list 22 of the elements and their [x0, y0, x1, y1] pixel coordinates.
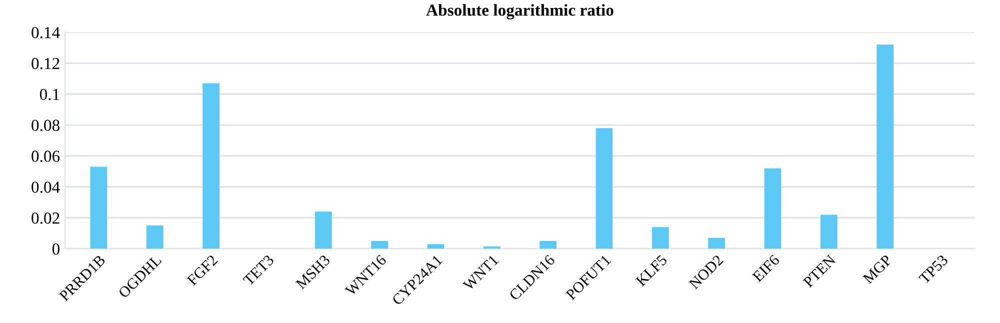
bar — [202, 83, 220, 249]
bar — [764, 168, 782, 249]
bar — [652, 227, 669, 249]
bar — [876, 44, 894, 249]
bar — [596, 128, 613, 249]
y-tick-label: 0 — [52, 243, 60, 255]
bar — [371, 240, 388, 249]
chart-title: Absolute logarithmic ratio — [426, 4, 614, 20]
y-tick-label: 0.1 — [40, 88, 60, 100]
y-tick-label: 0.08 — [32, 120, 60, 132]
y-tick-label: 0.12 — [32, 58, 60, 70]
y-tick-label: 0.02 — [32, 212, 60, 224]
bar — [90, 166, 108, 249]
bar — [427, 244, 444, 249]
y-tick-label: 0.14 — [32, 27, 60, 38]
y-tick-label: 0.04 — [32, 182, 60, 193]
y-tick-label: 0.06 — [32, 150, 60, 162]
bar — [708, 238, 726, 249]
bar — [540, 240, 557, 249]
bar — [314, 212, 332, 249]
bar — [820, 214, 838, 249]
bar — [146, 226, 164, 249]
